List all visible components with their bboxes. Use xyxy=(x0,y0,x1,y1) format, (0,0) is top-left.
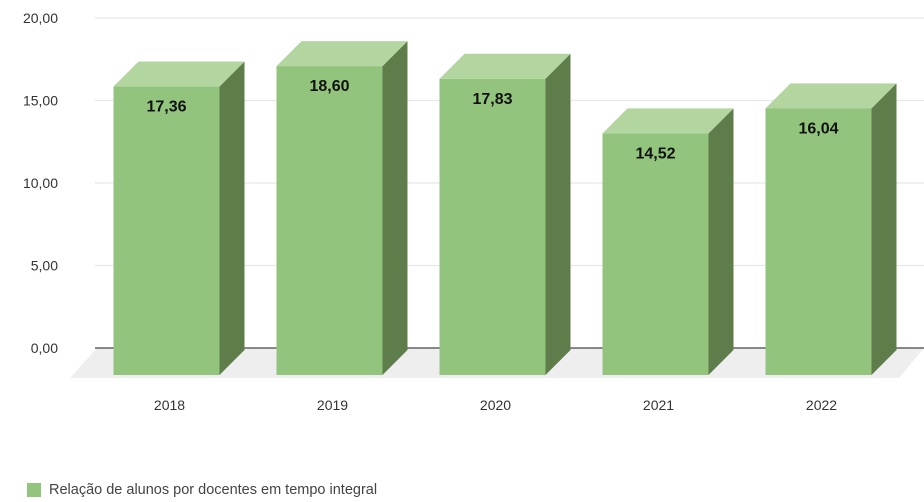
bar-side-face xyxy=(219,61,245,376)
x-tick-label: 2018 xyxy=(154,397,185,413)
data-label: 17,83 xyxy=(472,91,512,108)
y-tick-label: 5,00 xyxy=(31,258,58,274)
bar-side-face xyxy=(871,83,897,375)
legend: Relação de alunos por docentes em tempo … xyxy=(27,481,377,499)
legend-swatch xyxy=(27,483,41,497)
data-label: 14,52 xyxy=(635,145,675,162)
y-tick-label: 20,00 xyxy=(23,10,58,26)
bar xyxy=(276,41,408,375)
bars-layer xyxy=(113,41,897,376)
legend-label: Relação de alunos por docentes em tempo … xyxy=(49,482,378,498)
bar-top-face xyxy=(765,83,897,109)
y-tick-label: 10,00 xyxy=(23,175,58,191)
data-label: 18,60 xyxy=(309,78,349,95)
y-tick-label: 0,00 xyxy=(31,340,58,356)
x-tick-label: 2021 xyxy=(643,397,674,413)
x-tick-label: 2019 xyxy=(317,397,348,413)
bar xyxy=(439,53,571,376)
bar-top-face xyxy=(276,41,408,67)
x-tick-label: 2020 xyxy=(480,397,511,413)
bar-front-face xyxy=(602,133,709,375)
x-axis-labels: 2018 2019 2020 2021 2022 xyxy=(154,397,837,413)
bar-side-face xyxy=(382,41,408,375)
bar-front-face xyxy=(765,108,872,375)
bar-top-face xyxy=(439,53,571,79)
bar-top-face xyxy=(602,108,734,134)
y-tick-label: 15,00 xyxy=(23,93,58,109)
x-tick-label: 2022 xyxy=(806,397,837,413)
bar xyxy=(113,61,245,376)
bar-side-face xyxy=(708,108,734,376)
data-label: 16,04 xyxy=(798,120,838,137)
data-label: 17,36 xyxy=(146,99,186,116)
bar-side-face xyxy=(545,53,571,376)
bar-front-face xyxy=(439,78,546,376)
bar-front-face xyxy=(276,66,383,375)
bar xyxy=(602,108,734,376)
bar-top-face xyxy=(113,61,245,87)
data-labels-layer: 17,36 18,60 17,83 14,52 16,04 xyxy=(146,78,838,162)
bar-front-face xyxy=(113,86,220,375)
bar xyxy=(765,83,897,375)
